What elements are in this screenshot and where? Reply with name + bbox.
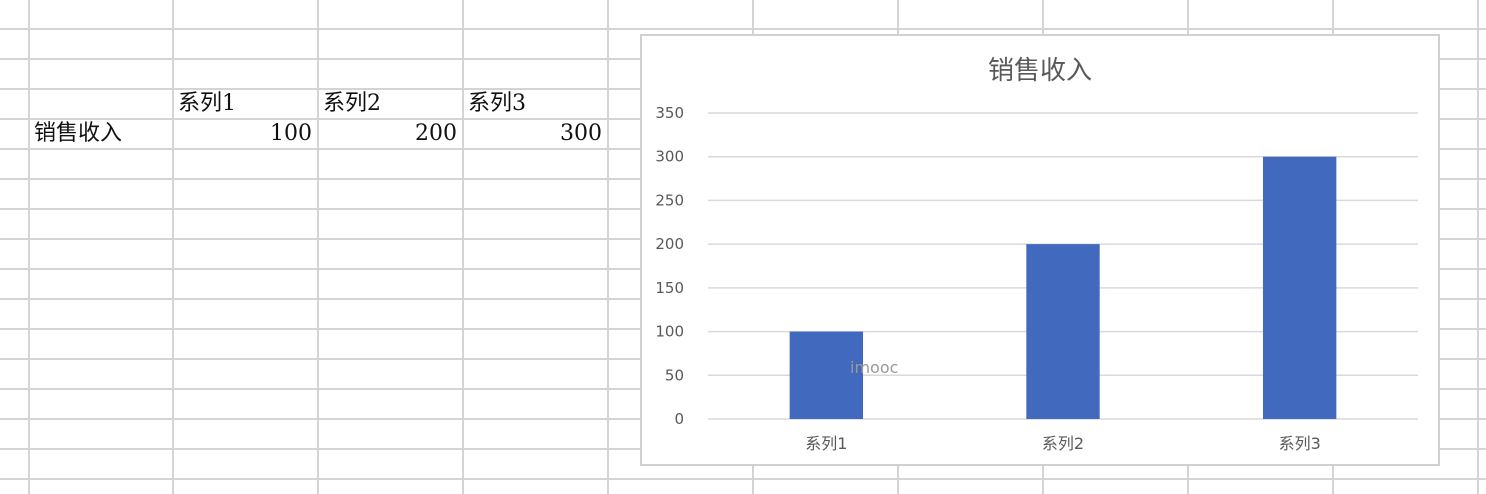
row-divider (0, 478, 1486, 480)
x-category-label: 系列1 (805, 434, 847, 453)
chart-plot: 0 50 100 150 200 250 300 350 系列1 系列2 系列3 (655, 104, 1418, 453)
column-divider (607, 0, 609, 494)
column-divider (172, 0, 174, 494)
header-cell-series-2[interactable]: 系列2 (323, 91, 381, 116)
column-divider (317, 0, 319, 494)
value-cell-series-1[interactable]: 100 (270, 121, 312, 146)
header-cell-series-1[interactable]: 系列1 (178, 91, 236, 116)
column-divider (462, 0, 464, 494)
bar-chart[interactable]: 销售收入 0 50 100 150 200 250 300 350 系列1 系列2 系列3 imoo… (640, 34, 1440, 466)
value-cell-series-3[interactable]: 300 (560, 121, 602, 146)
x-category-label: 系列2 (1042, 434, 1084, 453)
bar-3 (1262, 156, 1337, 419)
y-tick-label: 100 (655, 323, 684, 341)
y-tick-label: 150 (655, 279, 684, 297)
y-tick-label: 50 (665, 366, 684, 384)
bar-2 (1026, 244, 1100, 419)
row-divider (0, 28, 1486, 30)
row-label-cell[interactable]: 销售收入 (34, 121, 123, 146)
watermark: imooc (850, 358, 899, 377)
value-cell-series-2[interactable]: 200 (415, 121, 457, 146)
column-divider (1477, 0, 1479, 494)
y-tick-label: 350 (655, 104, 684, 122)
y-tick-label: 300 (655, 148, 684, 166)
header-cell-series-3[interactable]: 系列3 (468, 91, 526, 116)
y-tick-label: 0 (674, 410, 684, 428)
bar-1 (789, 331, 864, 419)
chart-title: 销售收入 (987, 56, 1092, 86)
y-tick-label: 200 (655, 235, 684, 253)
x-category-label: 系列3 (1279, 434, 1321, 453)
column-divider (28, 0, 30, 494)
y-tick-label: 250 (655, 191, 684, 209)
